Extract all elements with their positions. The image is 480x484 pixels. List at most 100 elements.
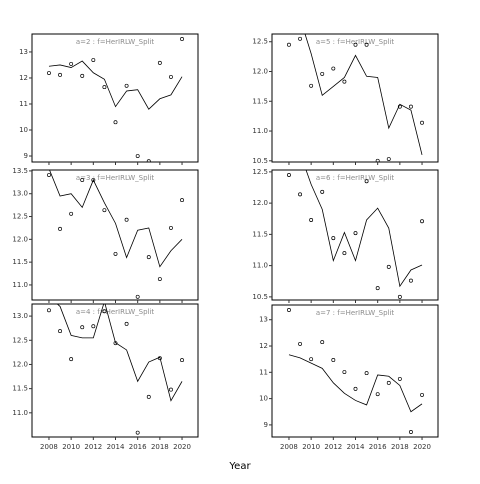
x-tick-label: 2008	[280, 443, 298, 451]
data-point	[342, 370, 347, 375]
data-point	[375, 286, 380, 291]
y-tick-label: 12	[19, 74, 28, 82]
panel: 9 10 11 12 13 2008 2010 2012 2014 2016 2018 2020 a=7…	[259, 304, 439, 451]
panel-frame	[31, 303, 199, 438]
data-point	[157, 277, 162, 281]
data-point	[146, 255, 151, 260]
fit-line	[304, 34, 423, 155]
x-tick-label: 2020	[173, 443, 191, 451]
data-point	[58, 329, 63, 334]
data-point	[168, 225, 173, 230]
data-point	[113, 251, 118, 256]
y-tick-label: 9	[264, 421, 268, 429]
fit-line	[288, 354, 423, 413]
x-tick-label: 2016	[129, 443, 147, 451]
fit-line	[56, 304, 183, 402]
data-point	[113, 341, 118, 346]
x-tick-label: 2018	[391, 443, 409, 451]
y-tick-label: 12.5	[12, 336, 28, 344]
data-point	[47, 173, 51, 177]
data-point	[80, 178, 85, 182]
data-point	[342, 251, 347, 256]
plot-area	[287, 170, 424, 299]
data-point	[80, 325, 85, 330]
panel-title: a=3 : f=HerIRLW_Split	[76, 174, 155, 182]
y-tick-label: 11.0	[12, 281, 28, 289]
plot-area	[47, 170, 184, 299]
data-point	[331, 236, 336, 241]
y-tick-label: 11.5	[252, 97, 268, 105]
y-tick-label: 11	[259, 368, 268, 376]
data-point	[364, 42, 369, 47]
data-point	[124, 321, 129, 326]
y-tick-label: 11	[19, 100, 28, 108]
data-point	[80, 73, 85, 78]
data-point	[397, 294, 402, 299]
panel-title: a=2 : f=HerIRLW_Split	[76, 38, 155, 46]
plot-area	[47, 304, 184, 435]
y-tick-label: 10.5	[252, 157, 268, 165]
data-point	[91, 178, 96, 182]
panel: 10.5 11.0 11.5 12.0 12.5 a=6 : f=HerIRLW_Spli…	[252, 168, 439, 303]
data-point	[309, 83, 314, 88]
panel: 10.5 11.0 11.5 12.0 12.5 a=5 : f=HerIRLW_Spli…	[252, 33, 439, 165]
data-point	[157, 60, 162, 65]
x-tick-label: 2020	[413, 443, 431, 451]
data-point	[69, 211, 74, 216]
fit-line	[305, 170, 423, 288]
data-point	[102, 309, 107, 314]
data-point	[420, 120, 424, 125]
data-point	[298, 192, 303, 197]
y-tick-label: 13.0	[12, 190, 28, 198]
data-point	[408, 430, 413, 434]
data-point	[353, 386, 358, 391]
y-tick-label: 11.0	[12, 409, 28, 417]
fit-line	[48, 60, 183, 110]
panel-frame	[271, 304, 439, 438]
plot-area	[287, 308, 424, 434]
panel-frame	[271, 33, 439, 163]
data-point	[320, 189, 325, 194]
data-point	[135, 430, 140, 435]
data-point	[124, 217, 129, 222]
data-point	[146, 394, 151, 399]
y-tick-label: 10	[259, 395, 268, 403]
y-tick-label: 13.0	[12, 312, 28, 320]
data-point	[91, 58, 96, 62]
data-point	[298, 341, 303, 346]
data-point	[386, 380, 391, 385]
data-point	[353, 42, 358, 47]
data-point	[320, 71, 325, 76]
y-tick-label: 12.5	[12, 213, 28, 221]
panel-frame	[31, 169, 199, 301]
data-point	[58, 226, 63, 231]
data-point	[168, 387, 173, 392]
data-point	[408, 104, 413, 109]
data-point	[69, 61, 74, 66]
panel: 9 10 11 12 13 a=2 : f=HerIRLW_Split	[19, 33, 199, 165]
y-tick-label: 10	[19, 126, 28, 134]
panel-title: a=7 : f=HerIRLW_Split	[316, 309, 395, 317]
data-point	[420, 392, 424, 397]
y-tick-label: 13	[259, 316, 268, 324]
fit-line	[49, 170, 183, 268]
data-point	[353, 231, 358, 236]
data-point	[386, 264, 391, 269]
data-point	[287, 173, 291, 177]
data-point	[320, 340, 325, 345]
y-tick-label: 9	[24, 152, 28, 160]
panel-title: a=6 : f=HerIRLW_Split	[316, 174, 395, 182]
data-point	[91, 324, 96, 329]
data-point	[102, 85, 107, 90]
data-point	[168, 74, 173, 79]
x-tick-label: 2018	[151, 443, 169, 451]
data-point	[309, 357, 314, 362]
panel-title: a=5 : f=HerIRLW_Split	[316, 38, 395, 46]
x-axis-label: Year	[228, 461, 251, 472]
panel-frame	[31, 33, 199, 163]
data-point	[180, 198, 184, 203]
data-point	[58, 72, 63, 77]
x-tick-label: 2014	[347, 443, 365, 451]
y-tick-label: 13.5	[12, 167, 28, 175]
data-point	[375, 158, 380, 162]
